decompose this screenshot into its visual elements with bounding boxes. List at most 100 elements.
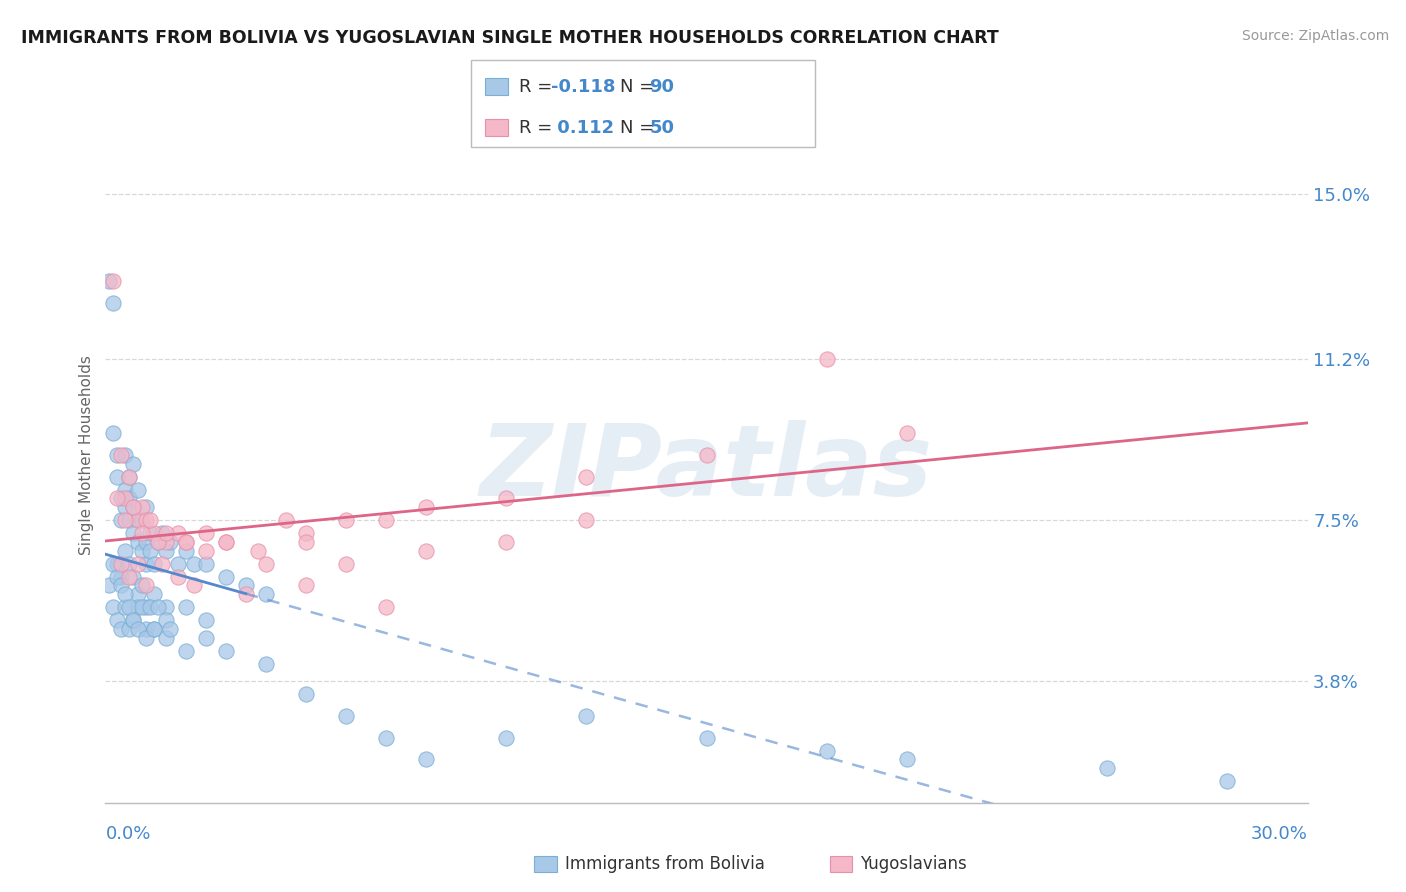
Point [696, 448, 718, 462]
Point [142, 587, 165, 601]
Text: 30.0%: 30.0% [1251, 825, 1308, 843]
Text: IMMIGRANTS FROM BOLIVIA VS YUGOSLAVIAN SINGLE MOTHER HOUSEHOLDS CORRELATION CHAR: IMMIGRANTS FROM BOLIVIA VS YUGOSLAVIAN S… [21, 29, 998, 46]
Point [374, 513, 398, 527]
Point [295, 526, 318, 541]
Text: N =: N = [620, 119, 659, 136]
Point [495, 731, 517, 745]
Point [110, 491, 132, 506]
Point [142, 557, 165, 571]
Point [98, 578, 121, 592]
Point [107, 491, 129, 506]
Point [696, 731, 718, 745]
Point [159, 622, 181, 636]
Point [118, 469, 141, 483]
Point [335, 557, 357, 571]
Point [174, 600, 197, 615]
Point [142, 622, 165, 636]
Point [135, 534, 157, 549]
Point [1097, 761, 1119, 775]
Point [127, 534, 149, 549]
Point [166, 557, 188, 571]
Point [194, 557, 217, 571]
Point [194, 631, 217, 645]
Point [214, 534, 236, 549]
Point [127, 513, 149, 527]
Point [135, 622, 157, 636]
Point [114, 483, 136, 497]
Point [127, 513, 149, 527]
Point [127, 587, 149, 601]
Point [374, 731, 398, 745]
Text: ZIPatlas: ZIPatlas [479, 420, 934, 517]
Point [110, 622, 132, 636]
Point [118, 491, 141, 506]
Point [194, 543, 217, 558]
Point [118, 570, 141, 584]
Point [114, 600, 136, 615]
Point [118, 622, 141, 636]
Point [235, 578, 257, 592]
Point [254, 587, 277, 601]
Point [254, 657, 277, 671]
Point [131, 526, 153, 541]
Point [135, 513, 157, 527]
Point [194, 526, 217, 541]
Point [103, 600, 125, 615]
Point [122, 526, 145, 541]
Point [374, 600, 398, 615]
Text: Yugoslavians: Yugoslavians [860, 855, 967, 873]
Point [107, 557, 129, 571]
Text: Source: ZipAtlas.com: Source: ZipAtlas.com [1241, 29, 1389, 43]
Point [114, 587, 136, 601]
Point [110, 557, 132, 571]
Point [138, 543, 160, 558]
Point [174, 643, 197, 657]
Text: 0.112: 0.112 [551, 119, 614, 136]
Point [166, 526, 188, 541]
Point [110, 570, 132, 584]
Point [114, 491, 136, 506]
Point [155, 543, 177, 558]
Point [1216, 774, 1239, 789]
Point [103, 426, 125, 441]
Point [127, 600, 149, 615]
Point [110, 578, 132, 592]
Point [295, 687, 318, 701]
Point [155, 526, 177, 541]
Text: -0.118: -0.118 [551, 78, 616, 95]
Point [194, 613, 217, 627]
Point [183, 578, 205, 592]
Point [118, 600, 141, 615]
Point [150, 557, 173, 571]
Point [146, 600, 169, 615]
Point [114, 448, 136, 462]
Point [575, 469, 598, 483]
Point [107, 448, 129, 462]
Point [896, 426, 918, 441]
Point [138, 513, 160, 527]
Point [815, 352, 838, 367]
Point [142, 622, 165, 636]
Point [107, 469, 129, 483]
Text: 90: 90 [650, 78, 675, 95]
Point [214, 643, 236, 657]
Point [146, 534, 169, 549]
Point [295, 534, 318, 549]
Point [122, 457, 145, 471]
Point [415, 500, 437, 514]
Point [214, 570, 236, 584]
Point [114, 513, 136, 527]
Point [122, 613, 145, 627]
Text: Immigrants from Bolivia: Immigrants from Bolivia [565, 855, 765, 873]
Point [896, 752, 918, 766]
Point [135, 557, 157, 571]
Point [138, 526, 160, 541]
Point [155, 631, 177, 645]
Text: 50: 50 [650, 119, 675, 136]
Point [335, 513, 357, 527]
Point [127, 483, 149, 497]
Point [122, 500, 145, 514]
Point [103, 274, 125, 288]
Point [122, 500, 145, 514]
Point [118, 513, 141, 527]
